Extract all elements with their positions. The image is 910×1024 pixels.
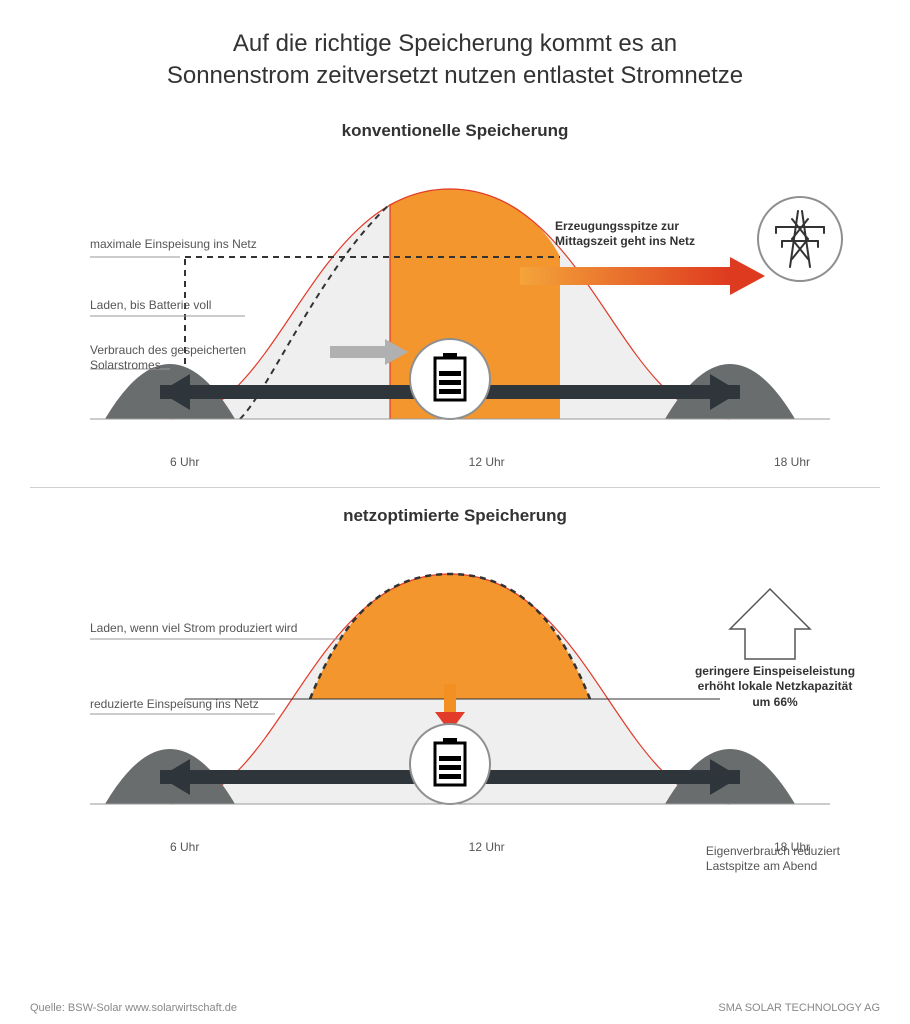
panel2-orange-fill bbox=[310, 574, 590, 699]
annot-stored-consumption: Verbrauch des gespeicherten Solarstromes bbox=[90, 343, 246, 374]
pylon-icon bbox=[758, 197, 842, 281]
annot-peak-callout: Erzeugungsspitze zur Mittagszeit geht in… bbox=[555, 219, 725, 250]
panel1-diagram: maximale Einspeisung ins Netz Laden, bis… bbox=[30, 149, 880, 449]
house-arrow-icon bbox=[730, 589, 810, 659]
time-6: 6 Uhr bbox=[170, 840, 199, 854]
panel1-time-axis: 6 Uhr 12 Uhr 18 Uhr bbox=[30, 449, 880, 469]
annot-charge-full: Laden, bis Batterie voll bbox=[90, 298, 211, 314]
panel-separator bbox=[30, 487, 880, 488]
footer-brand: SMA SOLAR TECHNOLOGY AG bbox=[718, 1002, 880, 1014]
title-line1: Auf die richtige Speicherung kommt es an bbox=[0, 28, 910, 60]
footer-source: Quelle: BSW-Solar www.solarwirtschaft.de bbox=[30, 1002, 237, 1014]
time-18: 18 Uhr bbox=[774, 455, 810, 469]
annot-max-feedin: maximale Einspeisung ins Netz bbox=[90, 237, 257, 253]
page-title: Auf die richtige Speicherung kommt es an… bbox=[0, 0, 910, 93]
battery-icon bbox=[410, 724, 490, 804]
annot-charge-peak: Laden, wenn viel Strom produziert wird bbox=[90, 621, 297, 637]
panel1-title: konventionelle Speicherung bbox=[30, 121, 880, 141]
time-12: 12 Uhr bbox=[469, 455, 505, 469]
annot-evening: Eigenverbrauch reduziert Lastspitze am A… bbox=[706, 844, 840, 875]
annot-benefit: geringere Einspeiseleistung erhöht lokal… bbox=[690, 664, 860, 711]
panel2-diagram: Laden, wenn viel Strom produziert wird r… bbox=[30, 534, 880, 834]
panel2-title: netzoptimierte Speicherung bbox=[30, 506, 880, 526]
annot-reduced-feedin: reduzierte Einspeisung ins Netz bbox=[90, 697, 259, 713]
time-6: 6 Uhr bbox=[170, 455, 199, 469]
battery-icon bbox=[410, 339, 490, 419]
time-12: 12 Uhr bbox=[469, 840, 505, 854]
footer: Quelle: BSW-Solar www.solarwirtschaft.de… bbox=[30, 1002, 880, 1014]
title-line2: Sonnenstrom zeitversetzt nutzen entlaste… bbox=[0, 60, 910, 92]
